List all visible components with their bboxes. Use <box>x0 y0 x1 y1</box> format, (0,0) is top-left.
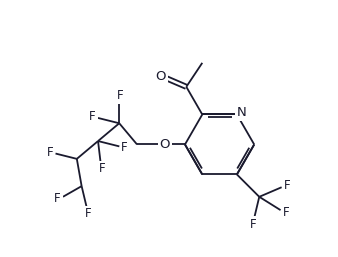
Text: F: F <box>249 218 256 231</box>
Text: F: F <box>47 146 53 159</box>
Text: N: N <box>236 106 246 119</box>
Text: F: F <box>98 162 105 175</box>
Text: O: O <box>160 138 170 151</box>
Text: F: F <box>117 89 124 102</box>
Text: F: F <box>54 192 61 205</box>
Text: O: O <box>155 70 166 83</box>
Text: F: F <box>85 207 91 220</box>
Text: F: F <box>283 206 289 219</box>
Text: F: F <box>284 179 290 192</box>
Text: F: F <box>121 141 128 154</box>
Text: F: F <box>89 110 96 123</box>
